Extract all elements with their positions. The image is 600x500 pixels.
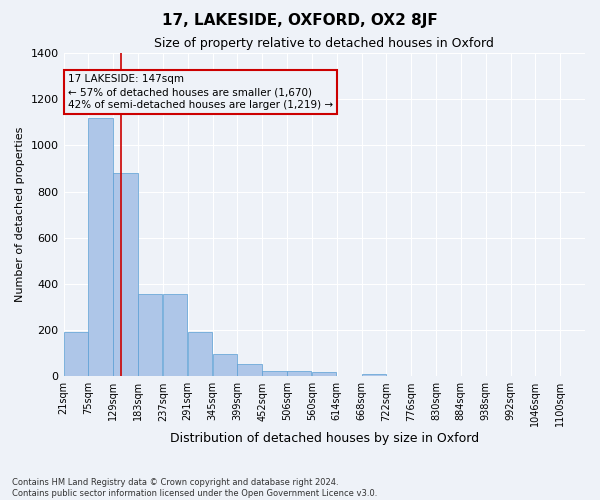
Text: Contains HM Land Registry data © Crown copyright and database right 2024.
Contai: Contains HM Land Registry data © Crown c… xyxy=(12,478,377,498)
Title: Size of property relative to detached houses in Oxford: Size of property relative to detached ho… xyxy=(154,38,494,51)
Text: 17, LAKESIDE, OXFORD, OX2 8JF: 17, LAKESIDE, OXFORD, OX2 8JF xyxy=(162,12,438,28)
Bar xyxy=(287,372,311,376)
Bar xyxy=(188,332,212,376)
Bar xyxy=(238,364,262,376)
Bar xyxy=(64,332,88,376)
X-axis label: Distribution of detached houses by size in Oxford: Distribution of detached houses by size … xyxy=(170,432,479,445)
Bar xyxy=(262,372,287,376)
Bar xyxy=(312,372,336,376)
Bar xyxy=(88,118,113,376)
Bar xyxy=(138,294,163,376)
Text: 17 LAKESIDE: 147sqm
← 57% of detached houses are smaller (1,670)
42% of semi-det: 17 LAKESIDE: 147sqm ← 57% of detached ho… xyxy=(68,74,333,110)
Y-axis label: Number of detached properties: Number of detached properties xyxy=(15,127,25,302)
Bar xyxy=(113,173,137,376)
Bar xyxy=(163,294,187,376)
Bar xyxy=(362,374,386,376)
Bar xyxy=(212,354,237,376)
